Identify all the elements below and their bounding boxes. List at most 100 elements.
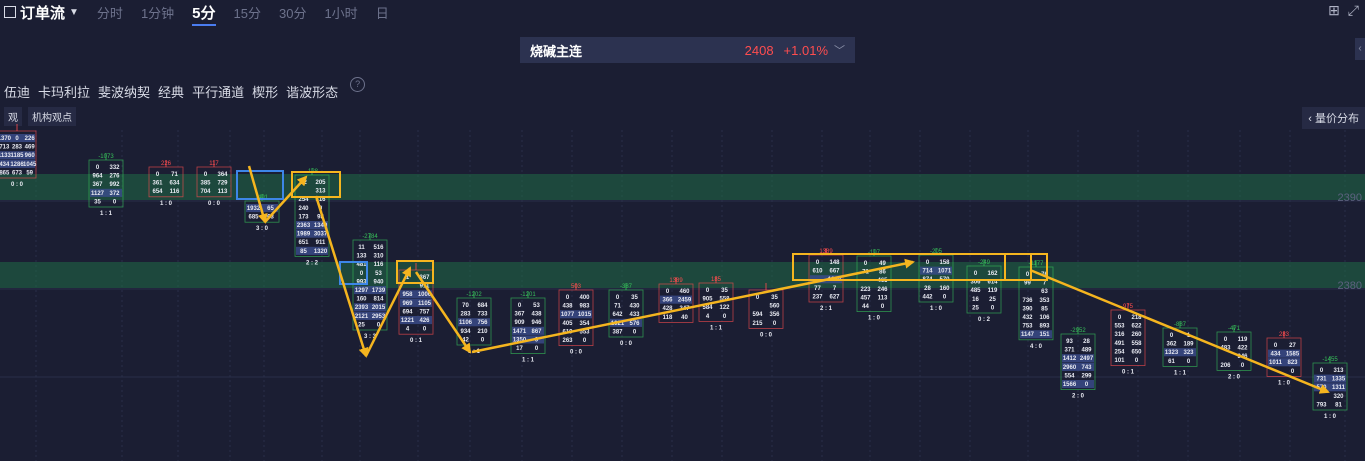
footprint-cell: 372 (109, 191, 120, 197)
footprint-cell: 7 (833, 286, 837, 292)
footprint-cell: 814 (373, 297, 384, 303)
footprint-cell: 1000 (418, 292, 432, 298)
footprint-cell: 1286 (10, 162, 24, 168)
footprint-cell: 940 (373, 279, 384, 285)
footprint-cell: 86 (879, 270, 886, 276)
footprint-cell: 1011 (1269, 360, 1283, 366)
institution-views[interactable]: 观 机构观点 (4, 107, 76, 126)
candle-footer: 1 : 0 (160, 201, 173, 207)
grid-layout-icon[interactable]: ⊞ (1328, 2, 1340, 18)
footprint-cell: 0 (633, 329, 637, 335)
footprint-cell: 25 (972, 305, 979, 311)
footprint-cell: 367 (419, 275, 430, 281)
order-flow-menu[interactable]: 订单流 ▼ (4, 2, 79, 23)
footprint-cell: 1015 (578, 312, 592, 318)
candle-delta: 185 (711, 277, 722, 283)
footprint-cell: 7 (1043, 281, 1047, 287)
footprint-cell: 2459 (678, 298, 692, 304)
footprint-cell: 993 (356, 279, 367, 285)
footprint-cell: 59 (26, 170, 33, 176)
footprint-cell: 432 (1022, 315, 1033, 321)
tool-woodie[interactable]: 伍迪 (4, 85, 31, 100)
candle-footer: 4 : 0 (1030, 344, 1043, 350)
candle-delta: -2784 (362, 234, 378, 240)
expand-icon[interactable]: ⤢ (1347, 2, 1359, 18)
tab-5min[interactable]: 5分 (192, 2, 216, 26)
footprint-cell: 113 (878, 295, 888, 301)
footprint-cell: 731 (1316, 377, 1327, 383)
collapse-handle-icon[interactable]: ‹ (1355, 38, 1365, 60)
footprint-cell: 405 (562, 321, 573, 327)
imbalance-band (354, 303, 386, 312)
footprint-cell: 218 (1131, 315, 1142, 321)
footprint-cell: 489 (1081, 348, 1092, 354)
tool-classic[interactable]: 经典 (158, 85, 185, 100)
tool-fibonacci[interactable]: 斐波纳契 (98, 85, 151, 100)
footprint-cell: 0 (881, 304, 885, 310)
footprint-cell: 35 (771, 295, 778, 301)
candle-footer: 1 : 1 (1174, 370, 1187, 376)
footprint-cell: 254 (298, 197, 309, 203)
imbalance-band (90, 188, 122, 197)
candle-footer: 0 : 0 (570, 350, 583, 356)
footprint-cell: 2363 (297, 223, 311, 229)
candle-footer: 3 : 3 (364, 334, 377, 340)
footprint-cell: 367 (92, 182, 103, 188)
footprint-cell: 70 (462, 303, 469, 309)
footprint-cell: 964 (92, 174, 103, 180)
tab-1hour[interactable]: 1小时 (324, 5, 358, 21)
tool-camarilla[interactable]: 卡玛利拉 (38, 85, 91, 100)
footprint-cell: 28 (1083, 339, 1090, 345)
candle-footer: 1 : 1 (710, 325, 723, 331)
footprint-cell: 226 (25, 136, 36, 142)
imbalance-band (920, 266, 952, 275)
footprint-cell: 433 (629, 312, 640, 318)
chevron-down-icon: ﹀ (834, 45, 845, 57)
tab-15min[interactable]: 15分 (233, 5, 261, 21)
candle-footer: 0 : 0 (620, 341, 633, 347)
trend-arrow (471, 258, 915, 354)
footprint-cell: 35 (94, 199, 101, 205)
footprint-cell: 0 (773, 321, 777, 327)
candle-delta: -1455 (1322, 357, 1338, 363)
footprint-cell: 323 (1183, 350, 1194, 356)
footprint-cell: 310 (373, 254, 384, 260)
volume-profile-button[interactable]: ‹ 量价分布 (1302, 107, 1365, 129)
footprint-cell: 0 (535, 337, 539, 343)
footprint-cell: 1412 (1063, 356, 1077, 362)
footprint-cell: 634 (169, 181, 180, 187)
contract-selector[interactable]: 烧碱主连 2408 +1.01% ﹀ (520, 37, 855, 63)
tool-parallel-channel[interactable]: 平行通道 (192, 85, 245, 100)
tab-1min[interactable]: 1分钟 (140, 5, 175, 21)
help-icon[interactable]: ? (350, 77, 366, 92)
trend-arrow (247, 165, 268, 224)
footprint-cell: 434 (0, 162, 10, 168)
tab-day[interactable]: 日 (375, 5, 389, 21)
footprint-cell: 254 (1114, 349, 1125, 355)
footprint-cell: 122 (719, 305, 730, 311)
footprint-cell: 223 (860, 287, 871, 293)
footprint-cell: 0 (360, 271, 364, 277)
tool-wedge[interactable]: 楔形 (252, 85, 279, 100)
footprint-cell: 2393 (355, 305, 369, 311)
footprint-cell: 969 (402, 301, 413, 307)
footprint-cell: 694 (402, 309, 413, 315)
footprint-cell: 0 (1291, 369, 1295, 375)
views-icon: 观 (4, 107, 22, 126)
footprint-cell: 560 (769, 304, 780, 310)
candle-footer: 0 : 1 (410, 338, 423, 344)
footprint-cell: 118 (663, 315, 673, 321)
tool-harmonic[interactable]: 谐波形态 (286, 85, 339, 100)
imbalance-band (1062, 362, 1094, 371)
candle-delta: 283 (1279, 332, 1290, 338)
footprint-cell: 0 (423, 327, 427, 333)
imbalance-band (1164, 348, 1196, 357)
tab-30min[interactable]: 30分 (278, 5, 307, 21)
footprint-cell: 823 (1287, 360, 1298, 366)
tab-timeshare[interactable]: 分时 (96, 5, 123, 21)
imbalance-band (1062, 354, 1094, 363)
footprint-cell: 1077 (561, 312, 575, 318)
footprint-cell: 17 (516, 346, 523, 352)
footprint-cell: 650 (1131, 349, 1142, 355)
